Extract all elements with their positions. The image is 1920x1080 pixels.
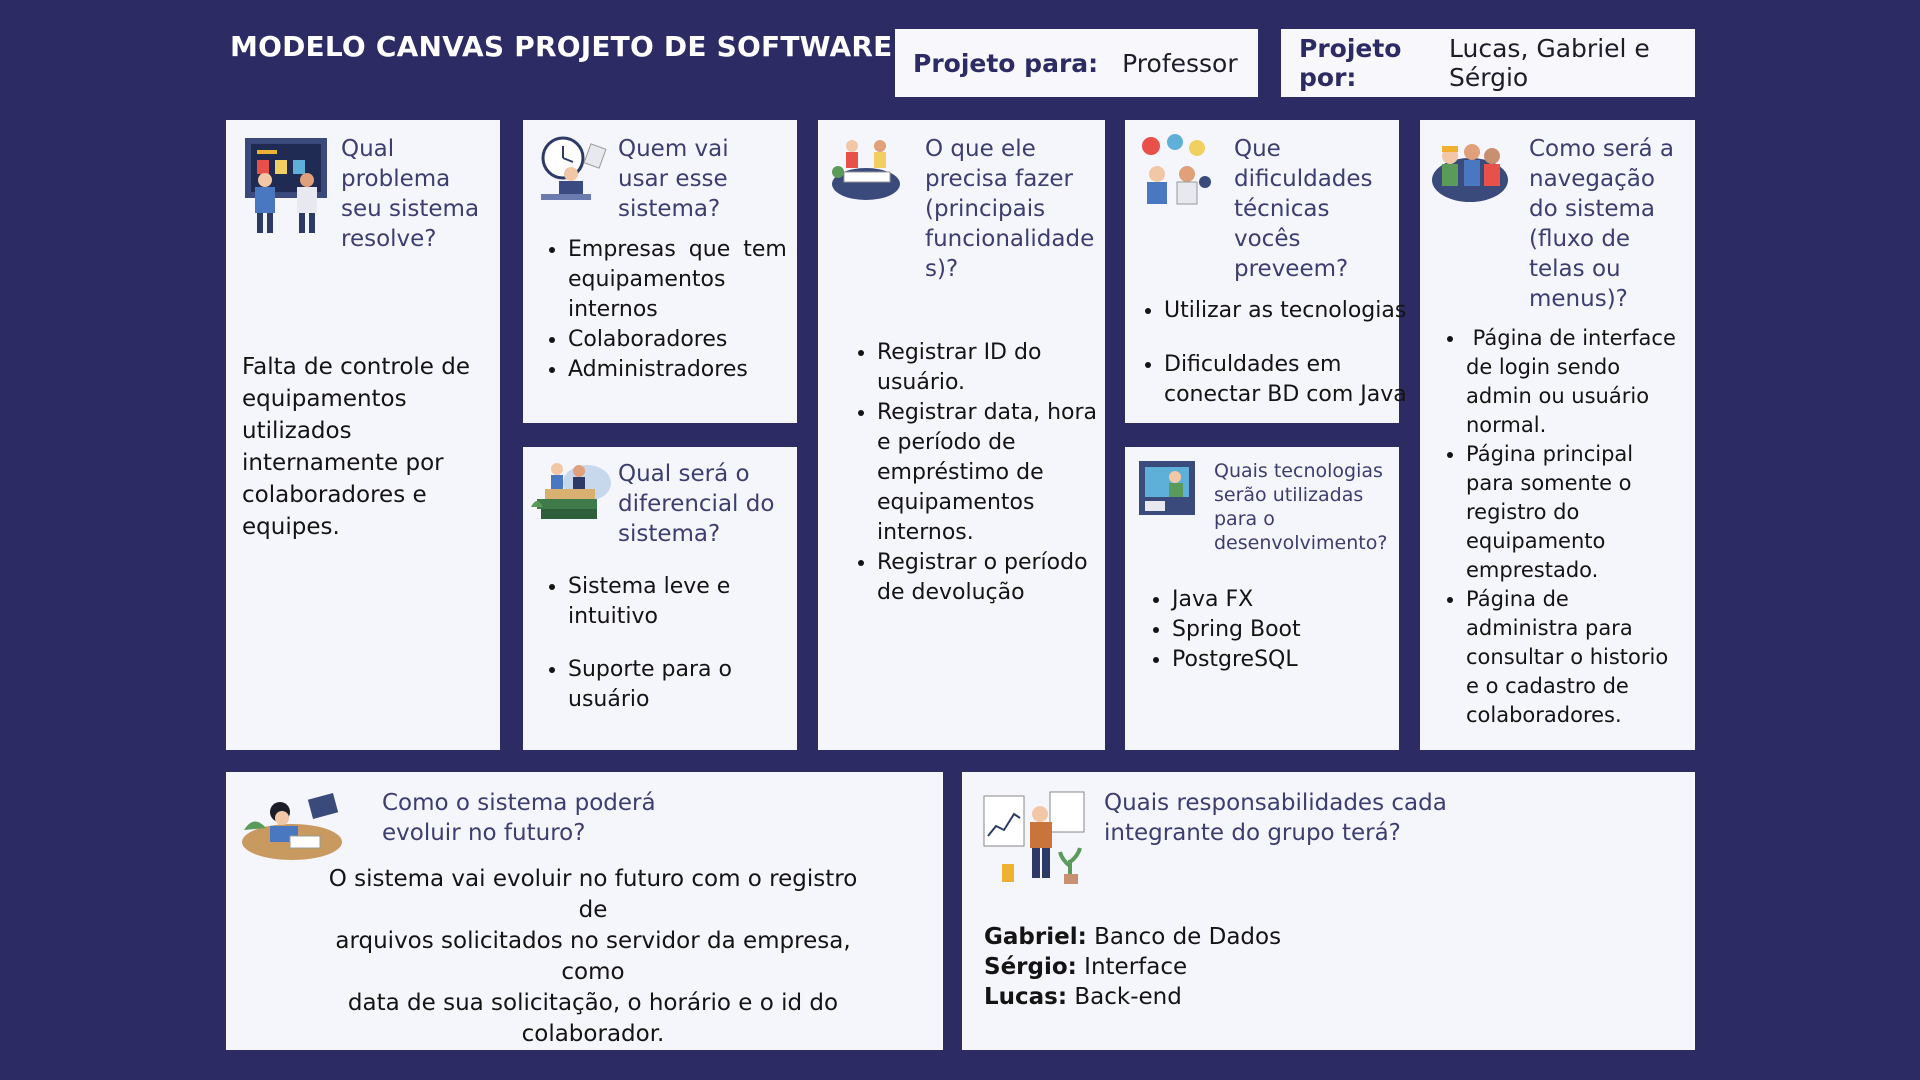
card-funcionalidades-list: Registrar ID do usuário. Registrar data,… [855, 338, 1117, 608]
card-responsabilidades-question: Quais responsabilidades cada integrante … [1104, 790, 1447, 846]
card-navegacao-question: Como será a navegação do sistema (fluxo … [1529, 136, 1675, 312]
list-item: Utilizar as tecnologias [1164, 296, 1414, 326]
projeto-por-label: Projeto por: [1299, 34, 1402, 92]
group-discussion-illustration [1142, 134, 1211, 205]
card-problema-question: Qual problema seu sistema resolve? [341, 136, 480, 252]
list-item: Colaboradores [568, 325, 793, 355]
person-with-charts-illustration [983, 791, 1085, 884]
list-item: Página de administra para consultar o hi… [1466, 585, 1711, 730]
list-item: Registrar o período de devolução [877, 548, 1117, 608]
card-problema: Qual problema seu sistema resolve? Falta… [226, 120, 500, 750]
list-item: Suporte para o usuário [568, 655, 793, 715]
card-futuro: Como o sistema poderá evoluir no futuro?… [226, 772, 943, 1050]
card-navegacao: Como será a navegação do sistema (fluxo … [1420, 120, 1695, 750]
list-item: Sistema leve e intuitivo [568, 572, 793, 632]
card-futuro-body: O sistema vai evoluir no futuro com o re… [328, 866, 858, 1047]
people-on-books-illustration [531, 463, 611, 519]
developer-screen-illustration [1139, 461, 1195, 515]
card-dificuldades-list: Utilizar as tecnologias Dificuldades em … [1142, 296, 1414, 410]
card-responsabilidades: Quais responsabilidades cada integrante … [962, 772, 1695, 1050]
card-futuro-question: Como o sistema poderá evoluir no futuro? [382, 790, 656, 846]
card-diferencial-list: Sistema leve e intuitivo Suporte para o … [546, 572, 793, 715]
member-row: Lucas: Back-end [984, 984, 1182, 1010]
card-tecnologias: Quais tecnologias serão utilizadas para … [1125, 447, 1399, 750]
card-usuarios-list: Empresas que tem equipamentos internos C… [546, 235, 793, 385]
strategy-meeting-illustration [245, 138, 327, 233]
list-item: Página principal para somente o registro… [1466, 440, 1711, 585]
workers-group-illustration [1432, 144, 1508, 202]
projeto-por-box: Projeto por: Lucas, Gabriel e Sérgio [1281, 29, 1695, 97]
member-row: Sérgio: Interface [984, 954, 1188, 980]
card-funcionalidades-question: O que ele precisa fazer (principais func… [925, 136, 1095, 282]
card-problema-body: Falta de controle de equipamentos utiliz… [242, 354, 471, 540]
list-item: Java FX [1172, 585, 1402, 615]
card-navegacao-list: Página de interface de login sendo admin… [1444, 324, 1711, 730]
team-working-illustration [832, 140, 900, 200]
list-item: Dificuldades em conectar BD com Java [1164, 350, 1414, 410]
card-tecnologias-question: Quais tecnologias serão utilizadas para … [1214, 460, 1388, 554]
member-row: Gabriel: Banco de Dados [984, 924, 1282, 950]
list-item: PostgreSQL [1172, 645, 1402, 675]
card-usuarios-question: Quem vai usar esse sistema? [618, 136, 729, 222]
card-tecnologias-list: Java FX Spring Boot PostgreSQL [1150, 585, 1402, 675]
list-item: Spring Boot [1172, 615, 1402, 645]
card-diferencial: Qual será o diferencial do sistema? Sist… [523, 447, 797, 750]
projeto-para-box: Projeto para: Professor [895, 29, 1258, 97]
office-worker-clock-illustration [541, 136, 607, 200]
card-diferencial-question: Qual será o diferencial do sistema? [618, 461, 775, 547]
projeto-por-value: Lucas, Gabriel e Sérgio [1449, 34, 1650, 92]
page-title: MODELO CANVAS PROJETO DE SOFTWARE [230, 30, 893, 63]
projeto-para-value: Professor [1122, 48, 1238, 78]
card-dificuldades: Que dificuldades técnicas vocês preveem?… [1125, 120, 1407, 423]
student-desk-illustration [242, 792, 342, 860]
list-item: Registrar data, hora e período de emprés… [877, 398, 1117, 548]
card-dificuldades-question: Que dificuldades técnicas vocês preveem? [1234, 136, 1373, 282]
list-item: Empresas que tem equipamentos internos [568, 235, 793, 325]
responsabilidades-list: Gabriel: Banco de Dados Sérgio: Interfac… [984, 922, 1281, 1012]
list-item: Administradores [568, 355, 793, 385]
card-usuarios: Quem vai usar esse sistema? Empresas que… [523, 120, 797, 423]
list-item: Registrar ID do usuário. [877, 338, 1117, 398]
list-item: Página de interface de login sendo admin… [1466, 324, 1711, 440]
projeto-para-label: Projeto para: [913, 48, 1099, 78]
card-funcionalidades: O que ele precisa fazer (principais func… [818, 120, 1105, 750]
